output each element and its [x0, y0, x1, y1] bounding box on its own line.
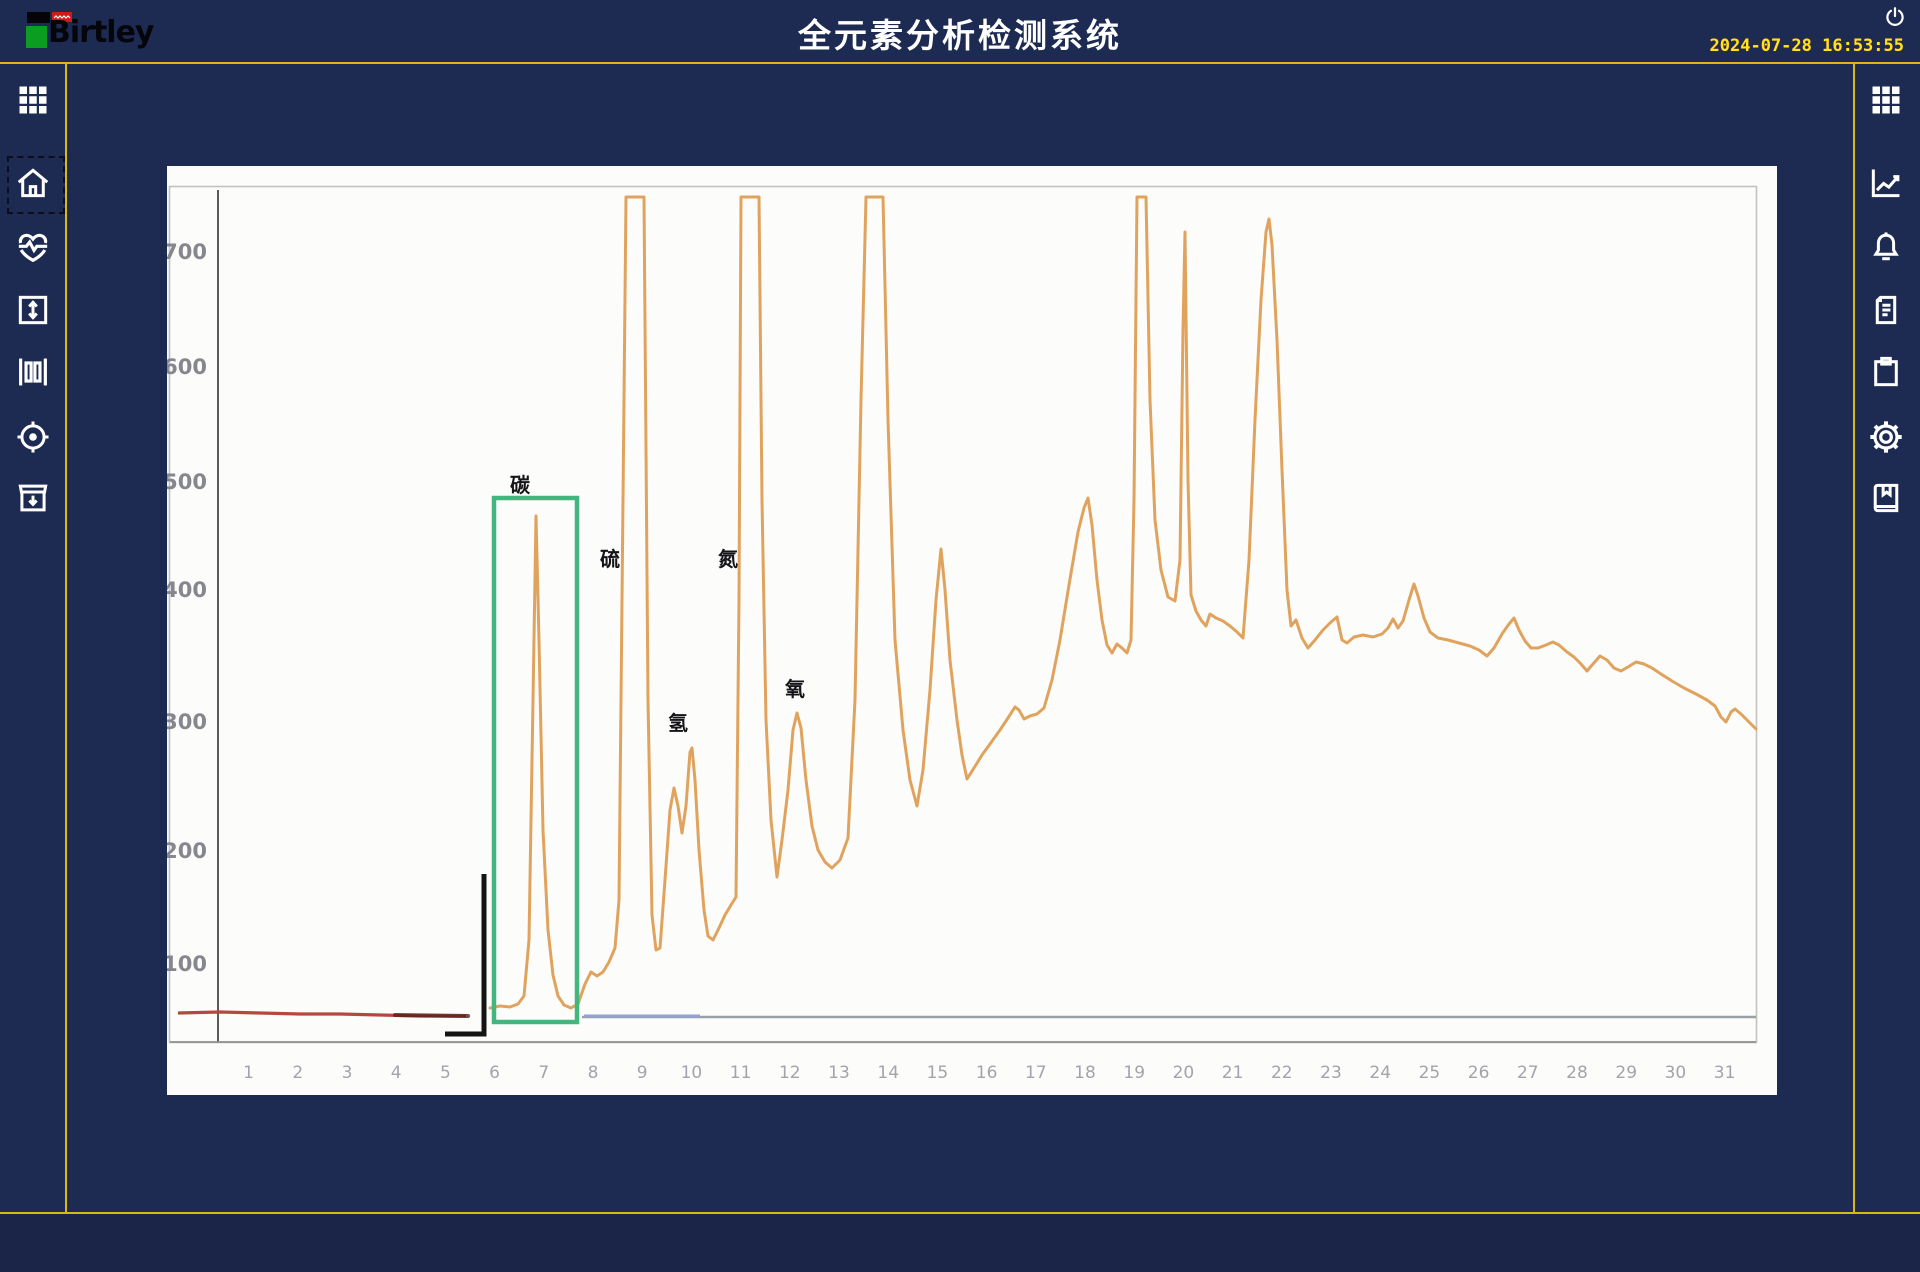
- book-icon: [1873, 483, 1899, 513]
- x-tick-label: 23: [1320, 1063, 1342, 1083]
- header-bar: Birtley 全元素分析检测系统 2024-07-28 16:53:55: [0, 0, 1920, 62]
- x-tick-label: 21: [1222, 1063, 1244, 1083]
- home-button[interactable]: [11, 161, 55, 205]
- x-tick-label: 3: [342, 1063, 353, 1083]
- trend-curve-button[interactable]: [1864, 161, 1908, 205]
- power-button[interactable]: [1883, 5, 1907, 29]
- alarms-button[interactable]: [1864, 225, 1908, 269]
- tasks-button[interactable]: [1864, 350, 1908, 394]
- x-tick-label: 5: [440, 1063, 451, 1083]
- x-tick-label: 24: [1369, 1063, 1391, 1083]
- x-tick-label: 18: [1074, 1063, 1096, 1083]
- x-tick-label: 12: [779, 1063, 801, 1083]
- x-tick-label: 26: [1468, 1063, 1490, 1083]
- archive-export-button[interactable]: [11, 476, 55, 520]
- x-tick-label: 22: [1271, 1063, 1293, 1083]
- chromatogram-curve: [488, 195, 1758, 1010]
- barcode-icon: [19, 358, 47, 386]
- y-tick-label: 700: [167, 240, 207, 264]
- y-tick-label: 600: [167, 355, 207, 379]
- line-chart-icon: [1871, 169, 1900, 198]
- x-tick-label: 10: [681, 1063, 703, 1083]
- left-sidebar-separator: [65, 64, 67, 1212]
- logo-green-square: [26, 26, 47, 48]
- x-tick-label: 31: [1714, 1063, 1736, 1083]
- x-tick-label: 9: [637, 1063, 648, 1083]
- peak-label-hydrogen: 氢: [668, 711, 688, 735]
- header-separator-line: [0, 62, 1920, 64]
- level-range-button[interactable]: [11, 288, 55, 332]
- birtley-logo: Birtley: [24, 9, 174, 55]
- logo-text: Birtley: [48, 15, 154, 50]
- plot-border: [168, 185, 1758, 1044]
- x-tick-label: 17: [1025, 1063, 1047, 1083]
- bell-icon: [1873, 232, 1899, 261]
- x-tick-label: 6: [489, 1063, 500, 1083]
- x-tick-label: 2: [292, 1063, 303, 1083]
- x-tick-label: 29: [1615, 1063, 1637, 1083]
- footer-separator-line: [0, 1212, 1920, 1214]
- peak-label-sulfur: 硫: [600, 547, 620, 571]
- x-tick-label: 27: [1517, 1063, 1539, 1083]
- peak-label-carbon: 碳: [510, 473, 531, 497]
- footer-strip: [0, 1214, 1920, 1272]
- target-position-button[interactable]: [11, 415, 55, 459]
- x-tick-label: 20: [1173, 1063, 1195, 1083]
- x-tick-label: 4: [391, 1063, 402, 1083]
- calibration-scale-button[interactable]: [11, 350, 55, 394]
- x-tick-label: 30: [1665, 1063, 1687, 1083]
- heartbeat-icon: [18, 233, 48, 263]
- x-tick-label: 25: [1419, 1063, 1441, 1083]
- y-tick-label: 200: [167, 839, 207, 863]
- peak-label-oxygen: 氧: [784, 677, 805, 701]
- x-tick-label: 19: [1123, 1063, 1145, 1083]
- x-tick-label: 1: [243, 1063, 254, 1083]
- grid-icon: [19, 86, 47, 114]
- report-icon: [1875, 295, 1897, 325]
- archive-icon: [18, 484, 48, 512]
- x-tick-label: 28: [1566, 1063, 1588, 1083]
- x-tick-label: 15: [927, 1063, 949, 1083]
- x-tick-label: 11: [730, 1063, 752, 1083]
- grid-icon: [1872, 86, 1900, 114]
- red-baseline-dark-end: [393, 1013, 470, 1018]
- y-tick-label: 100: [167, 952, 207, 976]
- chromatogram-panel: 700 600 500 400 300 200 100 1 2 3 4 5 6 7 8 9 10 11 12 13 14…: [167, 166, 1777, 1095]
- reports-button[interactable]: [1864, 288, 1908, 332]
- page-title: 全元素分析检测系统: [798, 16, 1122, 55]
- logo-black-square: [27, 12, 50, 23]
- peak-label-nitrogen: 氮: [718, 547, 738, 571]
- logo-squiggle-icon: [53, 15, 71, 19]
- settings-button[interactable]: [1864, 415, 1908, 459]
- home-icon: [17, 168, 49, 198]
- x-tick-label: 13: [828, 1063, 850, 1083]
- right-sidebar-separator: [1853, 64, 1855, 1212]
- integration-bracket-mark: [445, 874, 487, 1037]
- x-tick-label: 8: [588, 1063, 599, 1083]
- apps-menu-button[interactable]: [11, 78, 55, 122]
- y-tick-label: 300: [167, 710, 207, 734]
- target-icon: [17, 421, 49, 453]
- logs-book-button[interactable]: [1864, 476, 1908, 520]
- health-monitor-button[interactable]: [11, 225, 55, 269]
- datetime-display: 2024-07-28 16:53:55: [1709, 36, 1904, 56]
- x-tick-label: 16: [976, 1063, 998, 1083]
- power-icon: [1886, 7, 1904, 26]
- carbon-peak-highlight-box: [491, 495, 580, 1025]
- settings-icon: [1870, 421, 1902, 453]
- logo-red-square: [52, 12, 72, 22]
- x-tick-label: 7: [538, 1063, 549, 1083]
- y-tick-label: 400: [167, 578, 207, 602]
- vertical-range-icon: [18, 295, 48, 325]
- y-tick-label: 500: [167, 470, 207, 494]
- clipboard-icon: [1874, 356, 1898, 387]
- x-tick-label: 14: [877, 1063, 899, 1083]
- apps-menu-button-right[interactable]: [1864, 78, 1908, 122]
- focus-outline: [7, 156, 65, 214]
